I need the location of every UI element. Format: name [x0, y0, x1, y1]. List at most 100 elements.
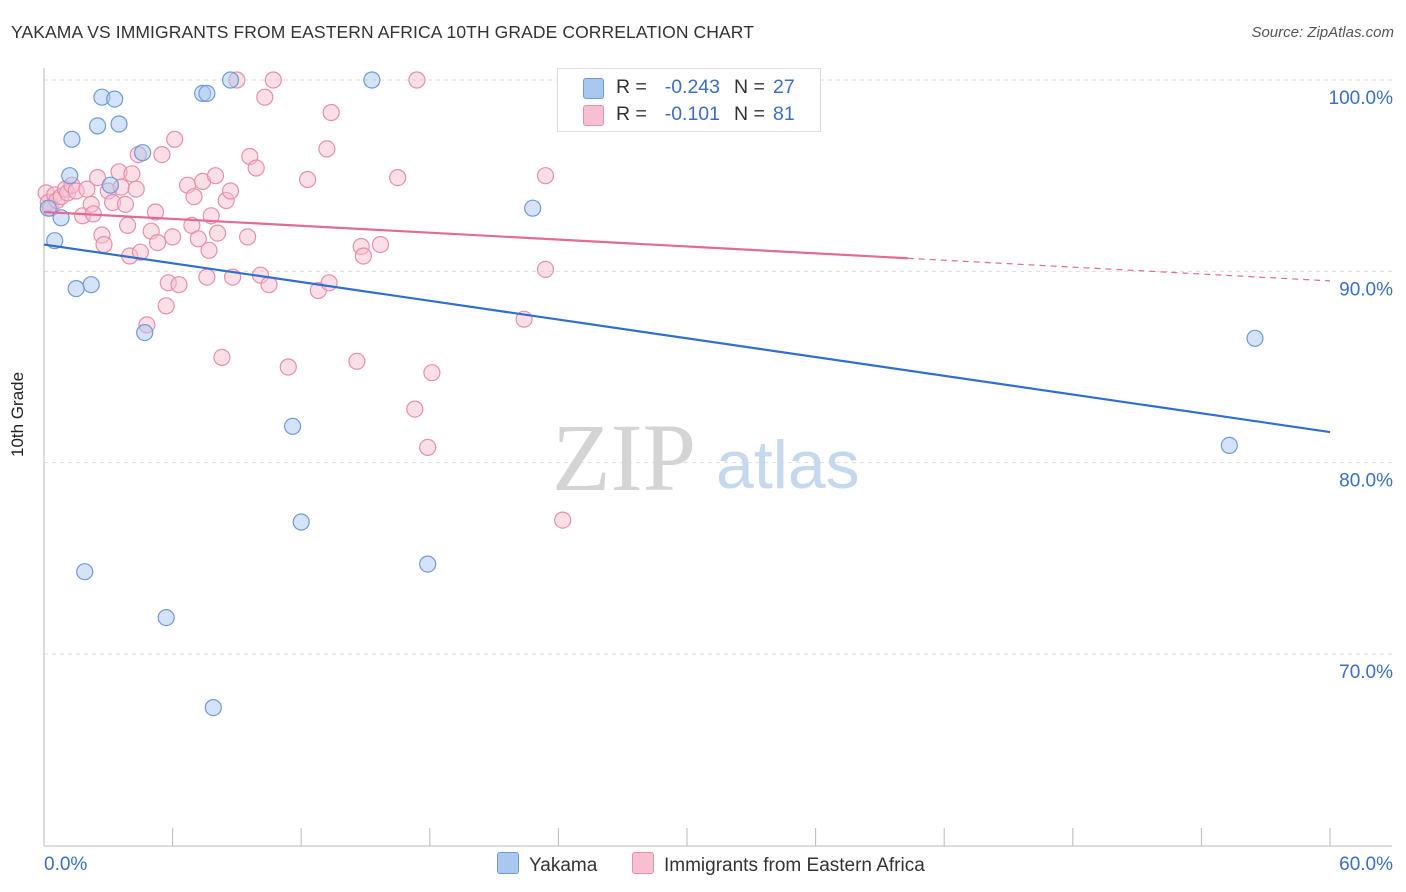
r-label: R =: [616, 76, 647, 98]
tick-labels: 70.0% 80.0% 90.0% 100.0% 0.0% 60.0%: [44, 88, 1393, 875]
series-swatch-eastern-africa: [632, 852, 654, 874]
point-eastern-africa: [322, 103, 340, 122]
point-eastern-africa: [127, 180, 145, 198]
legend-row-yakama: R = -0.243 N = 27: [558, 73, 820, 101]
n-value: 81: [773, 103, 795, 125]
point-eastern-africa: [189, 230, 207, 248]
trend-line-eastern-africa: [43, 210, 908, 260]
point-yakama: [106, 90, 124, 108]
point-eastern-africa: [536, 167, 555, 185]
source-credit: Source: ZipAtlas.com: [1251, 24, 1394, 41]
point-eastern-africa: [354, 247, 372, 265]
series-legend-eastern-africa: Immigrants from Eastern Africa: [632, 852, 925, 877]
point-eastern-africa: [318, 140, 336, 158]
point-yakama: [101, 176, 120, 194]
point-eastern-africa: [536, 260, 555, 278]
point-eastern-africa: [320, 274, 338, 292]
point-eastern-africa: [371, 235, 390, 254]
point-eastern-africa: [185, 188, 203, 206]
point-yakama: [157, 608, 175, 627]
gridlines: [44, 79, 1392, 655]
y-tick-label: 80.0%: [1339, 471, 1393, 492]
point-eastern-africa: [146, 203, 165, 221]
n-label: N =: [734, 103, 765, 125]
n-label: N =: [734, 76, 765, 98]
point-yakama: [198, 84, 216, 103]
point-yakama: [524, 199, 542, 217]
point-eastern-africa: [118, 216, 137, 234]
r-value: -0.101: [664, 103, 720, 125]
point-eastern-africa: [88, 169, 107, 187]
point-eastern-africa: [423, 364, 441, 382]
r-value: -0.243: [664, 76, 720, 98]
series-legend-yakama: Yakama: [497, 852, 597, 877]
point-yakama: [221, 71, 240, 89]
point-eastern-africa: [149, 234, 167, 252]
x-tick-label: 0.0%: [44, 854, 87, 875]
point-eastern-africa: [389, 169, 407, 187]
correlation-legend: R = -0.243 N = 27 R = -0.101 N = 81: [557, 68, 821, 132]
point-eastern-africa: [264, 71, 282, 89]
point-yakama: [419, 555, 437, 573]
point-yakama: [67, 280, 85, 298]
y-tick-label: 70.0%: [1339, 662, 1393, 683]
point-eastern-africa: [198, 268, 216, 286]
point-yakama: [1246, 329, 1264, 347]
point-yakama: [110, 115, 128, 133]
legend-swatch-eastern-africa: [583, 105, 604, 126]
y-axis-label: 10th Grade: [8, 371, 27, 457]
point-eastern-africa: [554, 511, 572, 529]
axes: [43, 68, 1392, 847]
point-yakama: [82, 276, 100, 294]
point-eastern-africa: [153, 146, 171, 164]
point-eastern-africa: [157, 297, 175, 315]
point-yakama: [1220, 436, 1238, 454]
point-eastern-africa: [256, 88, 274, 106]
point-eastern-africa: [247, 159, 265, 177]
point-eastern-africa: [131, 243, 149, 261]
point-eastern-africa: [123, 165, 141, 183]
point-eastern-africa: [164, 228, 182, 246]
y-tick-label: 100.0%: [1329, 88, 1394, 109]
point-eastern-africa: [116, 195, 135, 213]
point-yakama: [292, 513, 310, 531]
y-tick-label: 90.0%: [1339, 279, 1393, 300]
point-yakama: [134, 144, 152, 162]
data-points: [37, 71, 1264, 717]
point-yakama: [363, 71, 381, 89]
point-yakama: [204, 698, 222, 717]
watermark-zip: ZIP: [552, 404, 696, 511]
point-eastern-africa: [200, 241, 218, 259]
trend-line-yakama: [43, 243, 1331, 434]
point-yakama: [88, 117, 107, 135]
legend-row-eastern-africa: R = -0.101 N = 81: [558, 100, 820, 128]
point-eastern-africa: [95, 235, 113, 254]
point-eastern-africa: [170, 276, 188, 294]
point-eastern-africa: [408, 71, 426, 89]
point-yakama: [61, 167, 79, 185]
point-yakama: [284, 417, 302, 435]
series-swatch-yakama: [497, 852, 519, 874]
trend-lines: [43, 210, 1331, 434]
legend-swatch-yakama: [583, 78, 604, 99]
watermark: ZIP atlas: [552, 404, 860, 511]
point-eastern-africa: [213, 348, 231, 366]
point-eastern-africa: [348, 352, 366, 370]
point-eastern-africa: [221, 182, 240, 200]
point-eastern-africa: [209, 224, 227, 242]
point-yakama: [76, 563, 94, 581]
series-label-yakama: Yakama: [529, 855, 598, 876]
point-eastern-africa: [166, 130, 184, 148]
point-yakama: [136, 324, 154, 342]
chart-title: YAKAMA VS IMMIGRANTS FROM EASTERN AFRICA…: [11, 22, 754, 42]
trend-line-eastern-africa-extension: [907, 257, 1331, 282]
point-eastern-africa: [279, 358, 297, 376]
point-yakama: [63, 130, 81, 148]
point-eastern-africa: [299, 170, 317, 189]
series-label-eastern-africa: Immigrants from Eastern Africa: [664, 855, 925, 876]
x-tick-label: 60.0%: [1339, 854, 1393, 875]
point-eastern-africa: [206, 167, 225, 185]
point-eastern-africa: [406, 400, 424, 418]
watermark-atlas: atlas: [716, 427, 860, 503]
